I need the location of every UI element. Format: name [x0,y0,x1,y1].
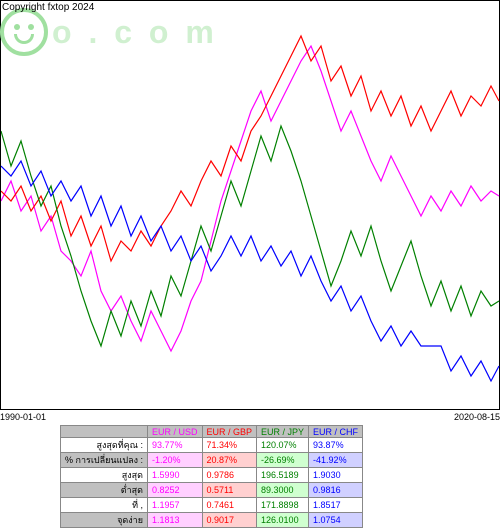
table-cell: 0.9816 [309,483,363,498]
table-cell: -1.20% [148,453,203,468]
col-header: EUR / CHF [309,426,363,438]
row-label: ต่ำสุด [61,483,148,498]
col-header: EUR / USD [148,426,203,438]
series-line [1,36,499,261]
table-cell: 126.0100 [257,513,309,528]
row-label: สูงสุดที่คุณ : [61,438,148,453]
copyright-text: Copyright fxtop 2024 [2,2,94,13]
table-cell: 196.5189 [257,468,309,483]
table-cell: 1.1813 [148,513,203,528]
table-corner [61,426,148,438]
smiley-icon [0,8,48,56]
series-line [1,46,499,351]
table-cell: 0.8252 [148,483,203,498]
watermark-text: o . c o m [52,14,218,51]
date-end: 2020-08-15 [454,412,500,422]
date-start: 1990-01-01 [0,412,46,422]
table-cell: -41.92% [309,453,363,468]
chart-area [0,0,500,410]
row-label: สูงสุด [61,468,148,483]
table-cell: 0.5711 [202,483,257,498]
table-cell: 20.87% [202,453,257,468]
series-line [1,126,499,346]
line-chart [1,1,500,411]
table-cell: 93.87% [309,438,363,453]
date-axis: 1990-01-01 2020-08-15 [0,412,500,422]
table-cell: 1.0754 [309,513,363,528]
row-label: จุดง่าย [61,513,148,528]
table-cell: 1.9030 [309,468,363,483]
table-cell: 0.9017 [202,513,257,528]
table-cell: -26.69% [257,453,309,468]
stats-table: EUR / USDEUR / GBPEUR / JPYEUR / CHF สูงส… [60,425,363,528]
table-cell: 93.77% [148,438,203,453]
col-header: EUR / JPY [257,426,309,438]
table-cell: 89.3000 [257,483,309,498]
table-cell: 0.9786 [202,468,257,483]
table-cell: 1.5990 [148,468,203,483]
table-cell: 120.07% [257,438,309,453]
table-cell: 71.34% [202,438,257,453]
watermark-logo: o . c o m [0,8,218,56]
col-header: EUR / GBP [202,426,257,438]
row-label: % การเปลี่ยนแปลง : [61,453,148,468]
